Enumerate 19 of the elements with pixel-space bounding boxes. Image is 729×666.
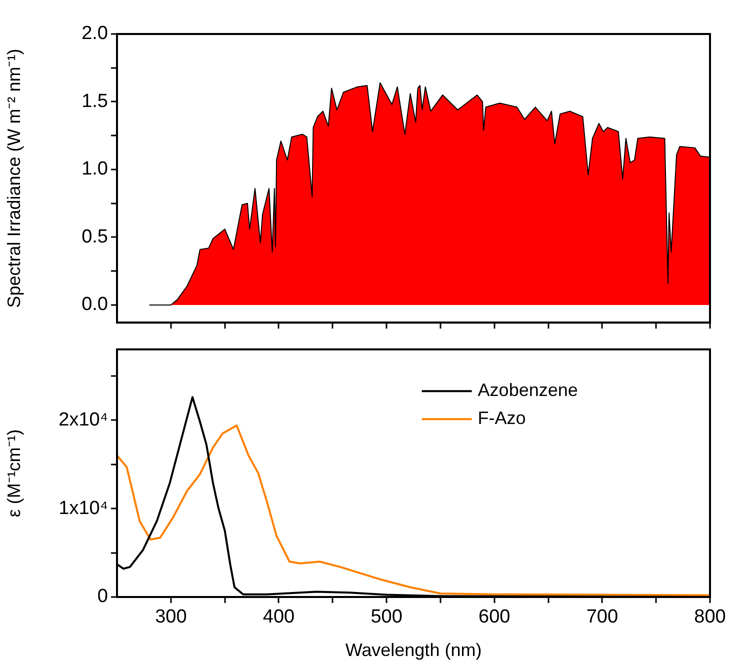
x-tick-label: 400 [262, 606, 295, 628]
y-axis-title: ε (M⁻¹cm⁻¹) [4, 429, 24, 518]
y-tick-label: 0.5 [82, 226, 108, 248]
x-tick-label: 700 [586, 606, 618, 628]
x-tick-label: 300 [155, 606, 187, 628]
y-tick-label: 2x10⁴ [58, 409, 108, 430]
y-axis-title: Spectral Irradiance (W m⁻² nm⁻¹) [4, 48, 24, 308]
x-tick-label: 800 [694, 606, 726, 628]
y-tick-label: 0 [97, 586, 108, 608]
y-tick-label: 1.0 [82, 158, 108, 180]
y-tick-label: 1.5 [82, 90, 108, 112]
legend-label: Azobenzene [478, 380, 578, 400]
y-tick-label: 1x10⁴ [58, 498, 108, 519]
x-tick-label: 500 [370, 606, 402, 628]
x-axis-title: Wavelength (nm) [345, 640, 482, 660]
y-tick-label: 2.0 [82, 23, 108, 44]
x-tick-label: 600 [478, 606, 510, 628]
y-tick-label: 0.0 [82, 294, 108, 316]
legend-label: F-Azo [478, 408, 526, 428]
